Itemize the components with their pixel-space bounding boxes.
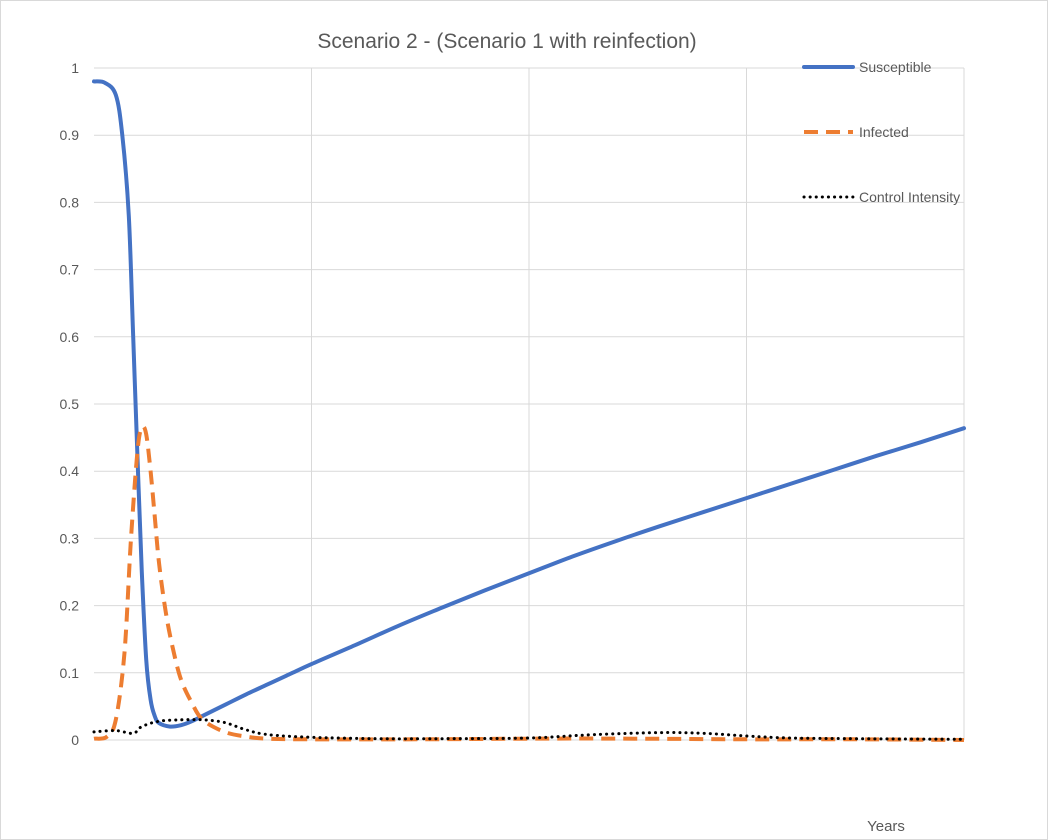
chart-title: Scenario 2 - (Scenario 1 with reinfectio… <box>317 30 696 53</box>
y-tick-label: 1 <box>71 60 79 76</box>
legend-label-control-intensity: Control Intensity <box>859 189 960 205</box>
y-tick-label: 0.4 <box>60 463 80 479</box>
y-tick-label: 0.2 <box>60 598 80 614</box>
y-axis-ticks: 0 0.1 0.2 0.3 0.4 0.5 0.6 0.7 0.8 0.9 1 <box>60 60 80 748</box>
series-line-infected <box>93 424 965 742</box>
y-tick-label: 0.7 <box>60 262 80 278</box>
y-tick-label: 0.3 <box>60 530 80 546</box>
y-tick-label: 0 <box>71 732 79 748</box>
y-tick-label: 0.6 <box>60 329 80 345</box>
series-layer <box>92 79 966 742</box>
y-tick-label: 0.8 <box>60 194 80 210</box>
legend-label-infected: Infected <box>859 124 909 140</box>
y-tick-label: 0.5 <box>60 396 80 412</box>
legend: Susceptible Infected Control Intensity <box>802 59 960 205</box>
series-line-control-intensity <box>92 718 966 741</box>
legend-label-susceptible: Susceptible <box>859 59 932 75</box>
x-axis-label: Years <box>867 818 905 835</box>
y-tick-label: 0.9 <box>60 127 80 143</box>
series-line-susceptible <box>92 79 966 729</box>
y-tick-label: 0.1 <box>60 665 80 681</box>
gridlines <box>94 67 965 741</box>
